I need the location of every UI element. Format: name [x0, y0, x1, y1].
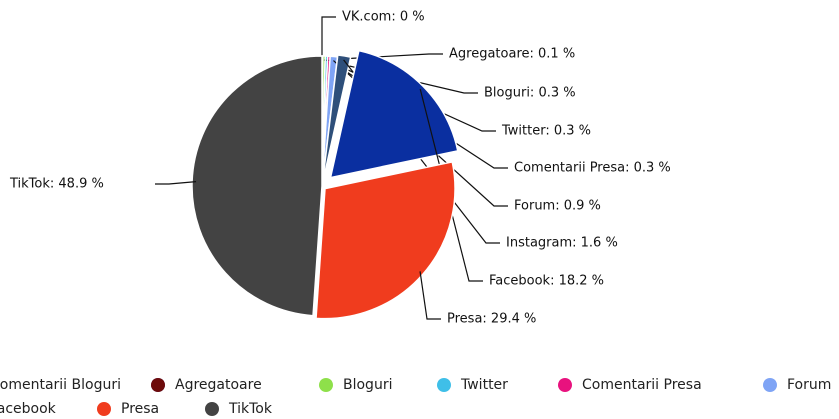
- data-label: Twitter: 0.3 %: [501, 124, 591, 139]
- legend-label: Bloguri: [343, 377, 392, 393]
- legend-marker: [205, 402, 219, 416]
- slice: [315, 160, 456, 320]
- leader-line: [155, 181, 197, 185]
- data-label: Presa: 29.4 %: [447, 312, 536, 327]
- leader-line: [419, 271, 441, 320]
- data-label: Forum: 0.9 %: [514, 199, 601, 214]
- slice: [191, 55, 323, 317]
- legend-marker: [437, 378, 451, 392]
- legend-label: Presa: [121, 401, 159, 417]
- legend-label: Forum: [787, 377, 831, 393]
- legend-label: TikTok: [228, 401, 273, 417]
- legend-label: Facebook: [0, 401, 57, 417]
- legend-marker: [763, 378, 777, 392]
- data-label: Comentarii Presa: 0.3 %: [514, 161, 671, 176]
- legend-marker: [97, 402, 111, 416]
- slice: [321, 54, 352, 185]
- legend-label: Agregatoare: [175, 377, 262, 393]
- legend-marker: [151, 378, 165, 392]
- data-label: Agregatoare: 0.1 %: [449, 47, 575, 62]
- legend-marker: [319, 378, 333, 392]
- leader-line: [419, 88, 483, 282]
- leader-line: [321, 16, 336, 60]
- legend-label: Twitter: [460, 377, 508, 393]
- data-label: Facebook: 18.2 %: [489, 274, 604, 289]
- legend-marker: [558, 378, 572, 392]
- data-label: VK.com: 0 %: [342, 10, 425, 25]
- data-label: TikTok: 48.9 %: [9, 177, 104, 192]
- data-label: Instagram: 1.6 %: [506, 236, 618, 251]
- legend-label: Comentarii Bloguri: [0, 377, 121, 393]
- legend-label: Comentarii Presa: [582, 377, 702, 393]
- data-label: Bloguri: 0.3 %: [484, 86, 576, 101]
- slice: [329, 49, 459, 179]
